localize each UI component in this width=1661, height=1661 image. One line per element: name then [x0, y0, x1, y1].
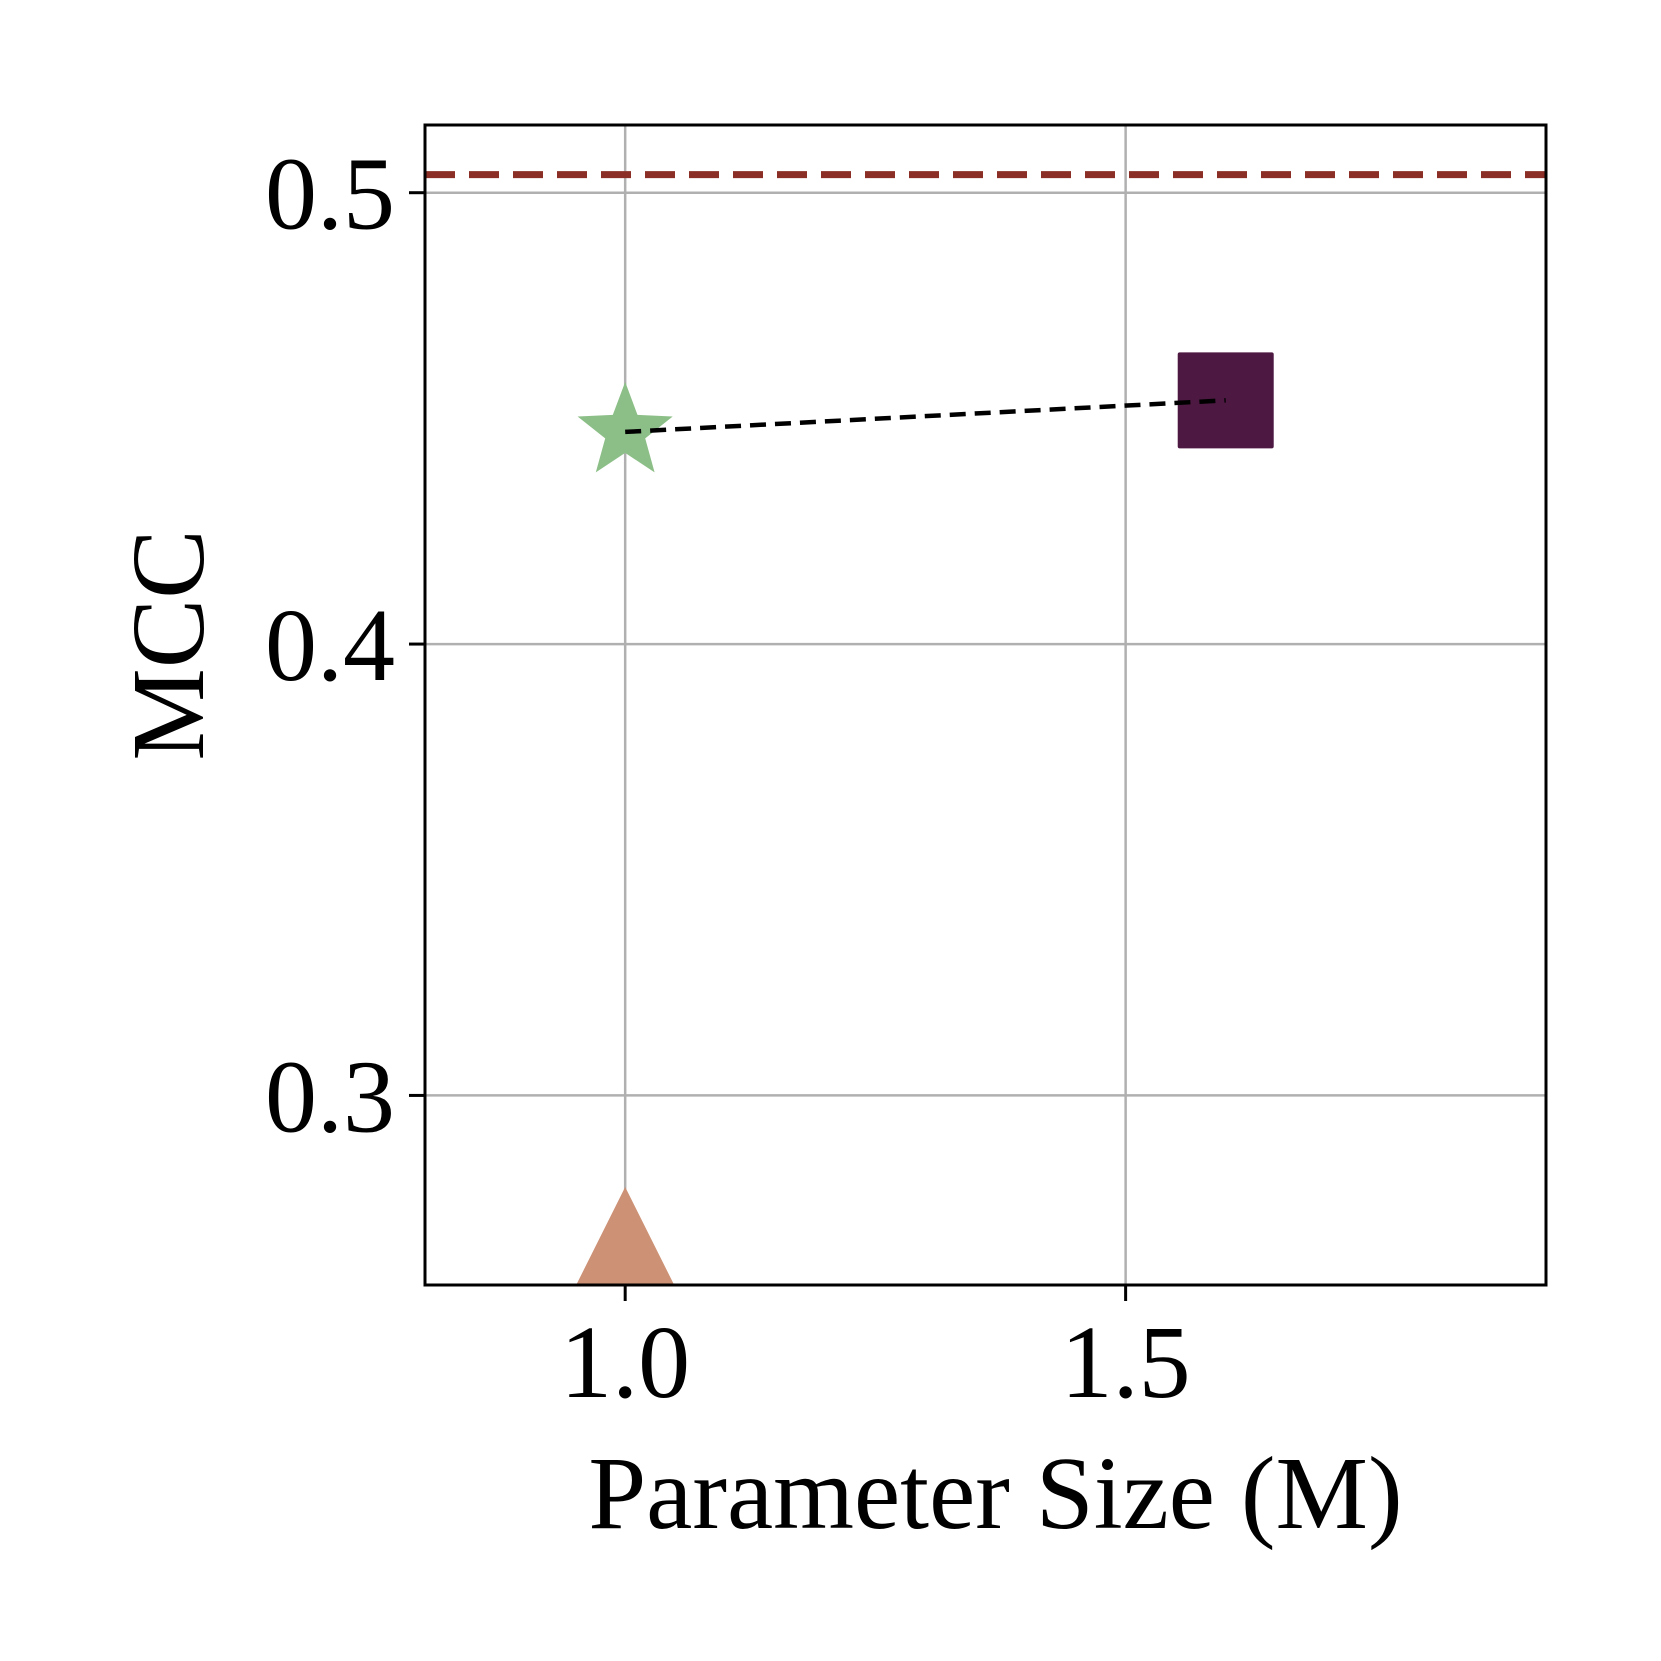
star-marker	[577, 381, 673, 473]
y-tick-label: 0.5	[265, 137, 395, 252]
trend-line-layer	[625, 398, 1226, 435]
y-tick-label: 0.3	[265, 1039, 395, 1154]
grid	[425, 125, 1546, 1285]
markers-layer	[576, 352, 1274, 1285]
triangle-marker	[576, 1187, 675, 1285]
ticks: 1.0 1.5 0.3 0.4 0.5	[265, 137, 1191, 1420]
plot-frame	[423, 123, 1548, 1287]
y-axis-label: MCC	[111, 529, 226, 760]
x-tick-label: 1.5	[1061, 1305, 1191, 1420]
x-tick-label: 1.0	[560, 1305, 690, 1420]
trend-line	[625, 398, 1226, 435]
x-axis-label: Parameter Size (M)	[588, 1436, 1402, 1551]
y-tick-label: 0.4	[265, 588, 395, 703]
